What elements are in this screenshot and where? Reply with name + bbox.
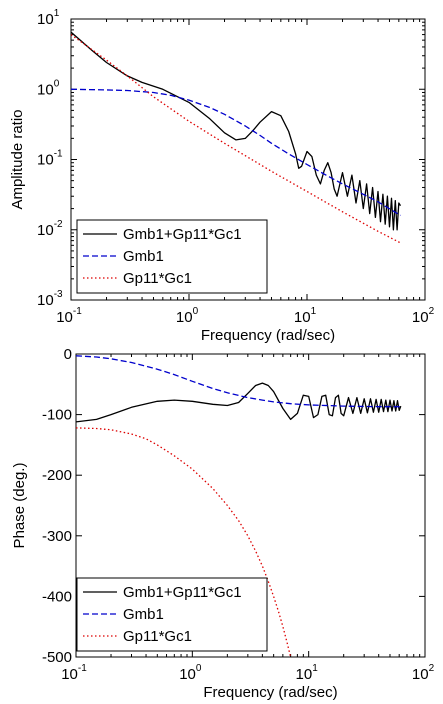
- y-tick-base: 10: [37, 222, 54, 239]
- x-tick-base: 10: [412, 309, 429, 326]
- amplitude-plot: 10-1 100 101 10210-310-210-1100101Frequency…: [9, 8, 435, 344]
- y-tick-base: 10: [37, 81, 54, 98]
- legend-entry: Gmb1: [123, 248, 164, 265]
- x-tick-label: 100: [179, 663, 202, 683]
- x-tick-label: 102: [412, 306, 435, 326]
- x-tick-label: 10-1: [61, 663, 87, 683]
- x-tick-base: 10: [56, 309, 73, 326]
- y-tick-base: 10: [37, 11, 54, 28]
- x-tick-exponent: 1: [311, 306, 317, 317]
- legend-entry: Gp11*Gc1: [123, 628, 192, 645]
- x-tick-exponent: 1: [312, 663, 318, 674]
- legend: Gmb1+Gp11*Gc1 Gmb1 Gp11*Gc1: [76, 577, 268, 652]
- y-tick-label: 10-3: [37, 289, 63, 309]
- x-tick-exponent: -1: [78, 663, 87, 674]
- series-group: [76, 355, 402, 657]
- legend-entry: Gp11*Gc1: [123, 270, 192, 287]
- y-tick-label: 10-1: [37, 149, 63, 169]
- y-tick-label: 0: [64, 346, 72, 363]
- series-line-gp11-gc1: [76, 427, 292, 657]
- series-line-gmb1-gp11-gc1: [76, 382, 402, 423]
- y-tick-label: -100: [42, 407, 72, 424]
- phase-plot: 10-1 100 101 1020-100-200-300-400-500Freque…: [11, 346, 435, 701]
- x-tick-base: 10: [176, 309, 193, 326]
- legend-entry: Gmb1+Gp11*Gc1: [123, 226, 242, 243]
- x-axis-label: Frequency (rad/sec): [203, 684, 337, 701]
- y-tick-label: -500: [42, 649, 72, 666]
- x-tick-exponent: 2: [429, 663, 435, 674]
- y-tick-exponent: 0: [54, 78, 60, 89]
- axes-frame: [75, 353, 426, 658]
- x-tick-base: 10: [412, 666, 429, 683]
- series-line-gmb1: [71, 88, 401, 216]
- y-tick-label: 100: [37, 78, 60, 98]
- x-tick-base: 10: [296, 666, 313, 683]
- y-axis-label: Phase (deg.): [11, 463, 28, 549]
- legend-entry: Gmb1+Gp11*Gc1: [123, 584, 242, 601]
- x-tick-exponent: 2: [429, 306, 435, 317]
- legend-box: [76, 577, 268, 652]
- y-axis-label: Amplitude ratio: [9, 109, 26, 209]
- x-tick-label: 101: [296, 663, 319, 683]
- y-tick-label: -200: [42, 467, 72, 484]
- y-tick-label: -400: [42, 588, 72, 605]
- y-tick-base: 10: [37, 292, 54, 309]
- x-tick-exponent: -1: [73, 306, 82, 317]
- x-tick-exponent: 0: [193, 306, 199, 317]
- legend-entry: Gmb1: [123, 606, 164, 623]
- y-tick-label: 10-2: [37, 219, 63, 239]
- series-group: [71, 31, 402, 244]
- legend-box: [76, 219, 268, 294]
- x-tick-base: 10: [61, 666, 78, 683]
- y-tick-label: -300: [42, 528, 72, 545]
- y-tick-exponent: -2: [54, 219, 63, 230]
- y-tick-exponent: -3: [54, 289, 63, 300]
- x-tick-exponent: 0: [196, 663, 202, 674]
- series-line-gmb1: [76, 355, 401, 408]
- x-tick-label: 10-1: [56, 306, 82, 326]
- x-tick-label: 102: [412, 663, 435, 683]
- y-tick-base: 10: [37, 152, 54, 169]
- x-tick-label: 101: [294, 306, 317, 326]
- x-tick-base: 10: [294, 309, 311, 326]
- x-tick-base: 10: [179, 666, 196, 683]
- x-tick-label: 100: [176, 306, 199, 326]
- y-tick-exponent: 1: [54, 8, 60, 19]
- legend: Gmb1+Gp11*Gc1 Gmb1 Gp11*Gc1: [76, 219, 268, 294]
- x-axis-label: Frequency (rad/sec): [201, 327, 335, 344]
- series-line-gp11-gc1: [71, 34, 401, 244]
- series-line-gmb1-gp11-gc1: [71, 31, 402, 231]
- y-tick-label: 101: [37, 8, 60, 28]
- y-tick-exponent: -1: [54, 149, 63, 160]
